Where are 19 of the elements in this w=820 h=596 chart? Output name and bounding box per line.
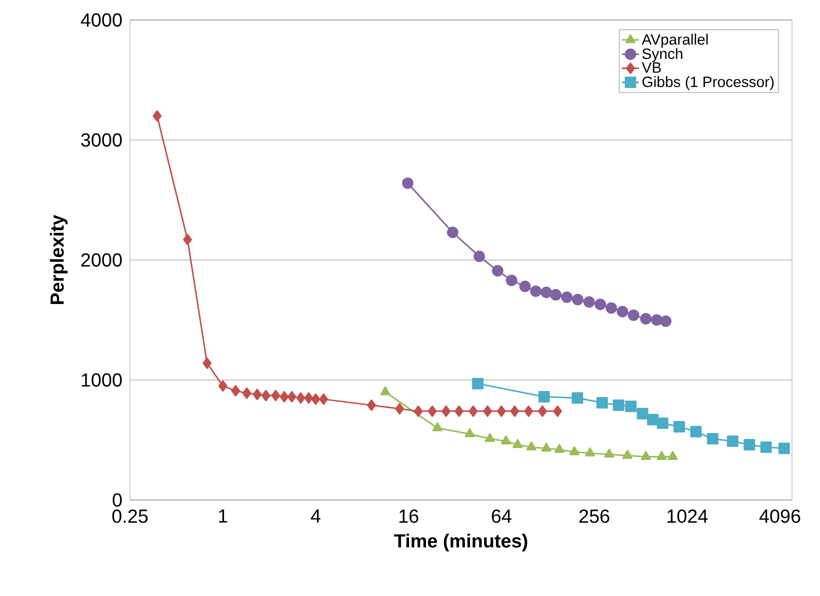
x-tick-label: 1 <box>219 509 228 523</box>
y-tick-label: 0 <box>112 493 122 507</box>
y-tick-label: 2000 <box>81 253 122 267</box>
y-axis-title: Perplexity <box>50 214 68 304</box>
x-tick-label: 256 <box>579 509 610 523</box>
y-tick-label: 1000 <box>82 373 122 387</box>
x-tick-label: 1024 <box>668 509 708 523</box>
x-axis-title: Time (minutes) <box>394 534 528 552</box>
x-tick-label: 4 <box>310 509 320 523</box>
legend-label: AVparallel <box>642 34 708 48</box>
x-tick-label: 0.25 <box>112 509 148 523</box>
legend-label: Gibbs (1 Processor) <box>642 76 774 90</box>
legend-label: Synch <box>642 48 682 62</box>
x-tick-label: 4096 <box>759 509 800 523</box>
x-tick-label: 16 <box>399 509 418 523</box>
legend-label: VB <box>642 62 661 73</box>
y-tick-label: 4000 <box>80 13 122 27</box>
y-tick-label: 3000 <box>81 133 122 147</box>
x-tick-label: 64 <box>492 509 512 523</box>
